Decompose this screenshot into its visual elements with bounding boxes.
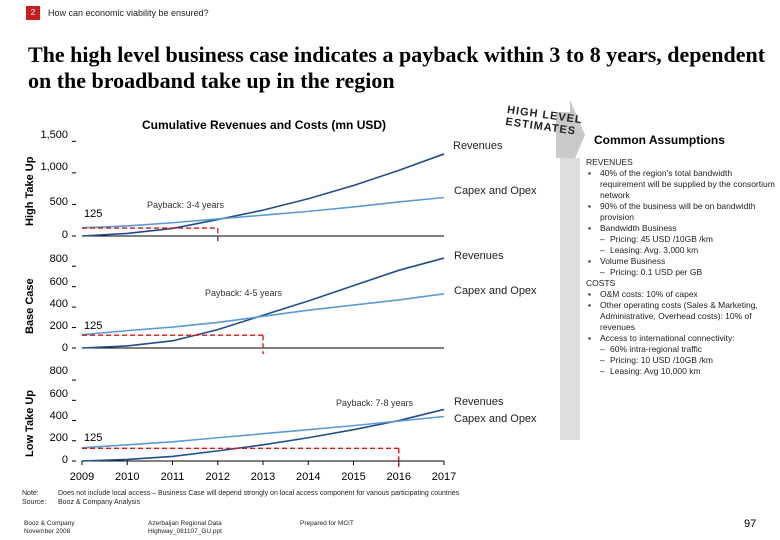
series-line-revenues bbox=[81, 153, 445, 237]
footer-document: Azerbaijan Regional Data Highway_081107_… bbox=[148, 520, 222, 536]
tick-label: 600 bbox=[49, 388, 68, 400]
source-text: Booz & Company Analysis bbox=[58, 499, 141, 506]
sub-item: 60% intra-regional traffic bbox=[586, 344, 776, 355]
bullet-item: O&M costs: 10% of capex bbox=[586, 289, 776, 300]
revenues-header: REVENUES bbox=[586, 157, 633, 167]
tick-label: 800 bbox=[49, 365, 68, 377]
series-line-capex-and-opex bbox=[81, 293, 445, 336]
year-tick-label: 2009 bbox=[69, 471, 95, 483]
reference-label-low: 125 bbox=[84, 432, 103, 444]
bullet-item: Access to international connectivity: bbox=[586, 333, 776, 344]
year-tick-label: 2013 bbox=[250, 471, 276, 483]
sub-item: Leasing: Avg. 3,000 km bbox=[586, 245, 776, 256]
assumptions-title: Common Assumptions bbox=[594, 133, 725, 147]
slide-title: The high level business case indicates a… bbox=[28, 42, 766, 93]
costs-list: O&M costs: 10% of capexOther operating c… bbox=[586, 289, 776, 377]
arrow-body-shape bbox=[560, 158, 580, 440]
bullet-item: 90% of the business will be on bandwidth… bbox=[586, 201, 776, 223]
page-number: 97 bbox=[744, 518, 757, 530]
series-label-capex-base: Capex and Opex bbox=[454, 285, 537, 297]
bullet-item: Volume Business bbox=[586, 256, 776, 267]
sub-item: Pricing: 10 USD /10GB /km bbox=[586, 355, 776, 366]
note-text: Does not include local access – Business… bbox=[58, 490, 460, 497]
year-tick-label: 2010 bbox=[115, 471, 140, 483]
chart-title: Cumulative Revenues and Costs (mn USD) bbox=[142, 118, 387, 132]
section-title: How can economic viability be ensured? bbox=[48, 8, 209, 18]
year-tick-label: 2015 bbox=[341, 471, 366, 483]
tick-label: 200 bbox=[49, 432, 68, 444]
estimates-arrow-shape bbox=[556, 100, 585, 170]
year-tick-label: 2012 bbox=[205, 471, 230, 483]
series-label-revenues-base: Revenues bbox=[454, 250, 504, 262]
revenues-list: 40% of the region's total bandwidth requ… bbox=[586, 168, 776, 278]
tick-label: 400 bbox=[49, 298, 68, 310]
tick-label: 1,500 bbox=[40, 129, 68, 141]
footer-company-name: Booz & Company bbox=[24, 520, 75, 527]
series-line-revenues bbox=[81, 408, 445, 462]
sub-item: Pricing: 45 USD /10GB /km bbox=[586, 234, 776, 245]
tick-label: 200 bbox=[49, 320, 68, 332]
year-tick-label: 2011 bbox=[160, 471, 185, 483]
tick-label: 0 bbox=[61, 229, 68, 241]
series-line-capex-and-opex bbox=[81, 196, 445, 229]
footer-company: Booz & Company November 2008 bbox=[24, 520, 75, 536]
source-label: Source: bbox=[22, 499, 47, 506]
sub-item: Leasing: Avg 10,000 km bbox=[586, 366, 776, 377]
year-tick-label: 2017 bbox=[431, 471, 457, 483]
footer-file-name: Highway_081107_GU.ppt bbox=[148, 528, 222, 535]
reference-label-high: 125 bbox=[84, 208, 103, 220]
payback-label-base: Payback: 4-5 years bbox=[205, 288, 283, 298]
series-label-capex-low: Capex and Opex bbox=[454, 413, 537, 425]
series-line-capex-and-opex bbox=[81, 415, 445, 449]
series-label-revenues-high: Revenues bbox=[453, 140, 503, 152]
payback-label-low: Payback: 7-8 years bbox=[336, 398, 414, 408]
row-label-low: Low Take Up bbox=[24, 389, 36, 457]
section-number-badge: 2 bbox=[26, 6, 40, 20]
footer-prepared: Prepared for MCIT bbox=[300, 520, 354, 527]
series-label-capex-high: Capex and Opex bbox=[454, 185, 537, 197]
note-label: Note: bbox=[22, 490, 39, 497]
tick-label: 600 bbox=[49, 276, 68, 288]
footer-doc-name: Azerbaijan Regional Data bbox=[148, 520, 222, 527]
tick-label: 0 bbox=[61, 454, 68, 466]
sub-item: Pricing: 0.1 USD per GB bbox=[586, 267, 776, 278]
tick-label: 0 bbox=[61, 342, 68, 354]
series-label-revenues-low: Revenues bbox=[454, 396, 504, 408]
costs-header: COSTS bbox=[586, 278, 616, 288]
series-line-revenues bbox=[81, 257, 445, 349]
bullet-item: Bandwidth Business bbox=[586, 223, 776, 234]
assumptions-panel: REVENUES 40% of the region's total bandw… bbox=[586, 157, 776, 377]
note-block: Note: Does not include local access – Bus… bbox=[22, 489, 459, 507]
payback-label-high: Payback: 3-4 years bbox=[147, 200, 225, 210]
tick-label: 500 bbox=[49, 196, 68, 208]
tick-label: 400 bbox=[49, 410, 68, 422]
bullet-item: Other operating costs (Sales & Marketing… bbox=[586, 300, 776, 333]
year-tick-label: 2014 bbox=[296, 471, 321, 483]
tick-label: 800 bbox=[49, 253, 68, 265]
reference-label-base: 125 bbox=[84, 320, 103, 332]
footer-date: November 2008 bbox=[24, 528, 71, 535]
bullet-item: 40% of the region's total bandwidth requ… bbox=[586, 168, 776, 201]
tick-label: 1,000 bbox=[40, 161, 68, 173]
year-tick-label: 2016 bbox=[386, 471, 411, 483]
